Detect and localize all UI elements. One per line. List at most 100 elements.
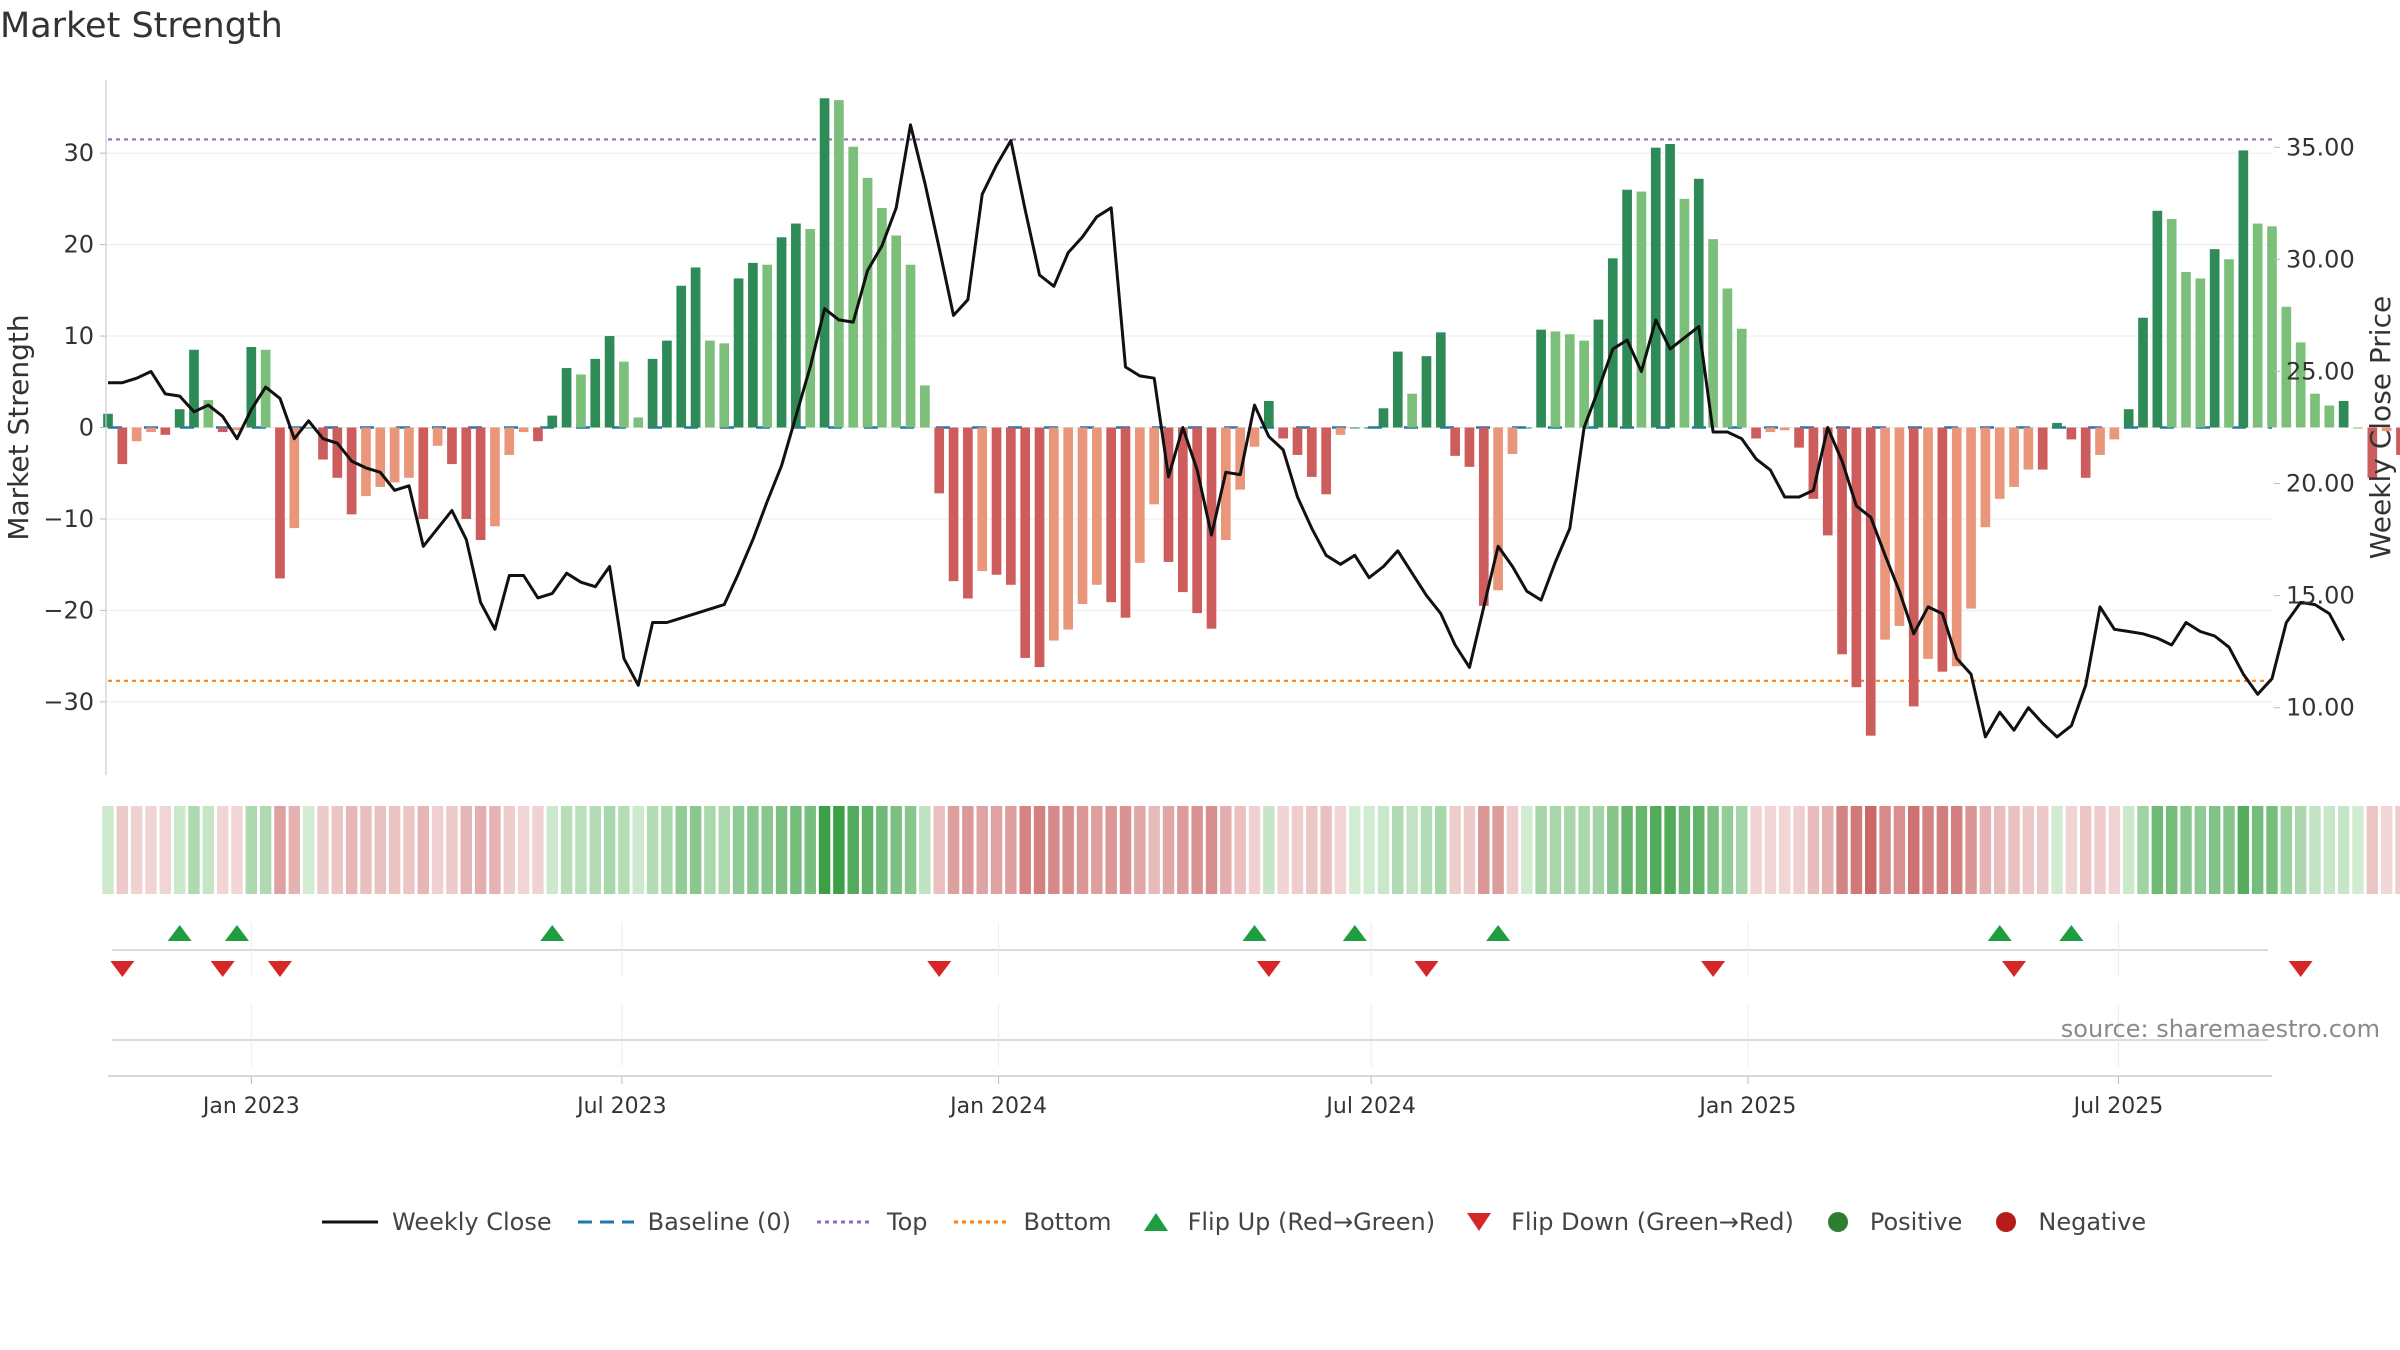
circle-icon [1986, 1210, 2026, 1234]
heat-cell [374, 806, 387, 894]
heat-cell [1950, 806, 1963, 894]
heat-cell [1134, 806, 1146, 894]
heat-cell [1363, 806, 1375, 894]
y-tick-label: 0 [79, 414, 94, 442]
strength-bar [676, 285, 687, 428]
strength-bar [2181, 272, 2191, 428]
heat-cell [1535, 806, 1547, 894]
strength-bar [1966, 427, 1976, 609]
legend-negative: Negative [1986, 1208, 2146, 1236]
heat-cell [1377, 806, 1390, 894]
strength-bar [203, 400, 214, 428]
heat-cell [188, 806, 200, 894]
heat-cell [704, 806, 716, 894]
heat-cell [1048, 806, 1060, 894]
x-tick-label: Jan 2025 [1697, 1094, 1796, 1119]
strength-bar [1220, 427, 1231, 540]
heat-cell [489, 806, 501, 894]
strength-bar [2295, 342, 2306, 428]
strength-bar [447, 427, 457, 465]
strength-bar [690, 267, 701, 428]
heat-cell [274, 806, 286, 894]
heat-cell [1908, 806, 1920, 894]
heat-cell [1205, 806, 1218, 894]
heat-cell [1306, 806, 1318, 894]
legend-flip-down: Flip Down (Green→Red) [1459, 1208, 1794, 1236]
heat-cell [1822, 806, 1834, 894]
strength-bar [217, 427, 228, 433]
y2-axis-label: Weekly Close Price [2364, 296, 2397, 559]
heat-cell [876, 806, 888, 894]
y2-tick-label: 20.00 [2286, 470, 2355, 498]
heat-cell [360, 806, 372, 894]
strength-bar [361, 427, 371, 497]
strength-bar [647, 358, 658, 428]
heat-cell [2366, 806, 2379, 894]
heat-cell [2079, 806, 2092, 894]
strength-bar [1636, 191, 1647, 428]
dotted-line-icon [952, 1212, 1012, 1232]
flip-up-marker [1486, 925, 1511, 941]
heat-cell [1850, 806, 1863, 894]
strength-bar [1450, 427, 1460, 456]
strength-bar [2138, 317, 2148, 428]
strength-bar [619, 361, 629, 428]
strength-bar [1063, 427, 1074, 630]
strength-bar [1464, 427, 1475, 467]
legend-label: Top [887, 1208, 928, 1236]
heat-cell [1693, 806, 1705, 894]
x-tick-label: Jan 2024 [948, 1094, 1047, 1119]
strength-bar [232, 427, 242, 431]
strength-bar [103, 413, 113, 428]
heat-cell [661, 806, 673, 894]
strength-bar [1478, 427, 1489, 606]
heat-cell [2051, 806, 2063, 894]
strength-bar [418, 427, 429, 519]
heat-cell [1549, 806, 1562, 894]
strength-bar [1593, 319, 1604, 428]
strength-bar [1364, 427, 1374, 429]
heat-cell [646, 806, 659, 894]
strength-bar [2381, 427, 2392, 432]
flip-up-marker [167, 925, 192, 941]
strength-bar [977, 427, 988, 572]
heat-cell [2352, 806, 2364, 894]
x-tick-label: Jul 2025 [2072, 1094, 2164, 1119]
heat-cell [1678, 806, 1691, 894]
strength-bar [1163, 427, 1174, 562]
heat-cell [2008, 806, 2020, 894]
heat-cell [1650, 806, 1662, 894]
legend-label: Bottom [1023, 1208, 1112, 1236]
strength-bar [934, 427, 945, 494]
heat-cell [675, 806, 687, 894]
strength-bar [1980, 427, 1991, 528]
strength-bar [1435, 332, 1446, 428]
y-tick-label: 20 [63, 231, 94, 259]
heat-cell [474, 806, 487, 894]
strength-bar [1851, 427, 1862, 688]
heat-cell [560, 806, 573, 894]
strength-bar [303, 427, 314, 429]
heat-cell [1392, 806, 1404, 894]
heat-cell [2022, 806, 2035, 894]
strength-bar [1106, 427, 1117, 603]
strength-bar [834, 100, 844, 428]
heat-cell [1478, 806, 1490, 894]
strength-bar [461, 427, 472, 519]
heat-cell [847, 806, 859, 894]
strength-bar [905, 264, 916, 428]
heat-cell [818, 806, 831, 894]
heat-cell [790, 806, 802, 894]
strength-bar [289, 427, 300, 529]
strength-bar [2152, 210, 2163, 428]
legend-weekly-close: Weekly Close [320, 1208, 552, 1236]
strength-bar [2052, 422, 2062, 428]
x-axis: Jan 2023 Jul 2023 Jan 2024 Jul 2024 Jan 2025… [108, 922, 2272, 1119]
heat-cell [2137, 806, 2149, 894]
strength-bar [1708, 239, 1718, 428]
heat-cell [2122, 806, 2135, 894]
strength-bar [1994, 427, 2005, 499]
strength-bar [1292, 427, 1303, 455]
heat-cell [130, 806, 143, 894]
heat-cell [2294, 806, 2307, 894]
